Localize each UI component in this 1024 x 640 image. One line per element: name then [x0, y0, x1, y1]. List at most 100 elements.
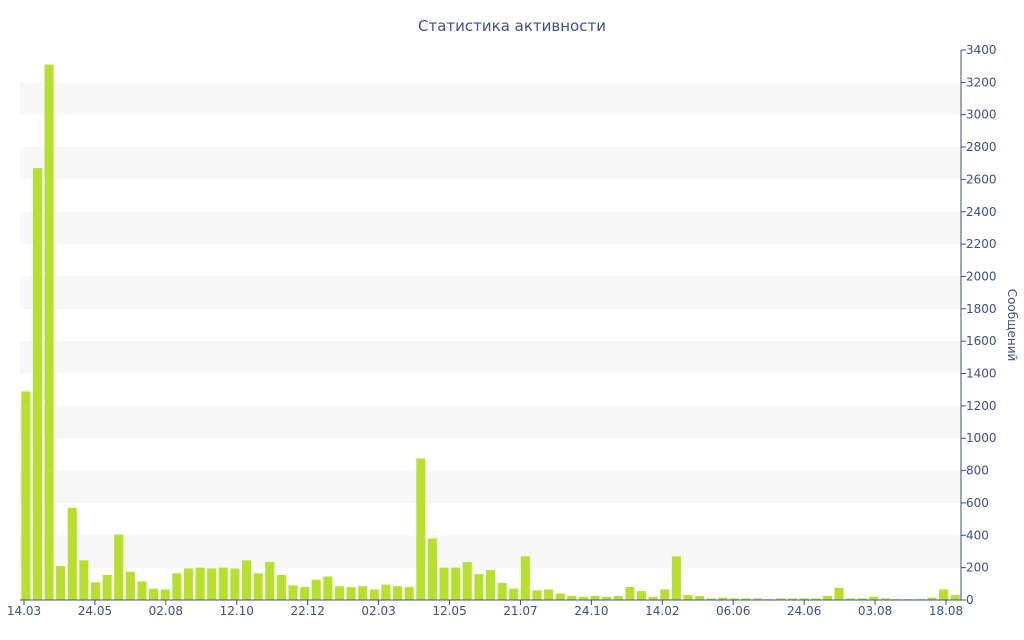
background-bands: [20, 82, 961, 568]
bar: [683, 595, 693, 600]
bar: [671, 556, 681, 600]
bar: [207, 568, 217, 600]
bar: [253, 573, 263, 600]
bar: [497, 583, 507, 600]
grid-band: [20, 82, 961, 115]
bar: [393, 586, 403, 600]
bar: [880, 598, 891, 600]
bar: [195, 567, 205, 600]
x-tick-label: 02.08: [149, 604, 183, 618]
bar: [346, 587, 356, 600]
grid-band: [20, 147, 961, 180]
bar: [741, 598, 751, 600]
bar: [102, 574, 112, 600]
bar: [822, 595, 832, 600]
bar: [32, 168, 42, 600]
bar: [114, 534, 124, 600]
x-tick-label: 12.05: [432, 604, 466, 618]
y-tick-label: 2000: [966, 269, 997, 283]
bar: [857, 598, 867, 600]
bar: [706, 598, 716, 600]
y-tick-label: 2200: [966, 237, 997, 251]
y-tick-label: 2600: [966, 172, 997, 186]
bar: [323, 576, 333, 600]
bar: [242, 560, 252, 600]
bar: [625, 587, 635, 600]
bar: [300, 587, 310, 600]
y-tick-label: 3400: [966, 43, 997, 57]
y-tick-label: 800: [966, 464, 989, 478]
bar: [846, 598, 856, 600]
bar: [520, 556, 530, 600]
bar: [358, 586, 368, 600]
bar: [149, 588, 159, 600]
bar: [532, 590, 542, 600]
x-tick-label: 06.06: [716, 604, 750, 618]
bar: [718, 597, 728, 600]
bar: [578, 596, 588, 600]
bar: [160, 589, 170, 600]
x-tick-label: 02.03: [361, 604, 395, 618]
y-tick-label: 3200: [966, 75, 997, 89]
y-tick-label: 1800: [966, 302, 997, 316]
y-tick-label: 1400: [966, 367, 997, 381]
y-tick-label: 600: [966, 496, 989, 510]
x-tick-label: 12.10: [220, 604, 254, 618]
bar: [416, 458, 426, 600]
x-tick-label: 14.02: [645, 604, 679, 618]
bar: [90, 582, 101, 600]
x-tick-label: 14.03: [7, 604, 41, 618]
grid-band: [20, 276, 961, 309]
bar: [729, 598, 739, 600]
x-tick-label: 24.06: [787, 604, 821, 618]
bar: [288, 585, 298, 600]
bar: [788, 598, 798, 600]
bar: [555, 593, 565, 600]
y-tick-label: 200: [966, 561, 989, 575]
bar: [21, 391, 31, 600]
bar: [927, 597, 937, 600]
bar: [811, 598, 821, 600]
bar: [602, 596, 612, 600]
bar: [381, 584, 391, 600]
bar: [776, 598, 786, 600]
x-axis-ticks: 14.03 24.05 02.08 12.10 22.12 02.03 12.05 21.07…: [7, 600, 963, 618]
bar: [451, 567, 461, 600]
bar: [509, 588, 519, 600]
bar: [869, 596, 879, 600]
bar: [183, 568, 193, 600]
bar: [125, 571, 135, 600]
grid-band: [20, 211, 961, 245]
x-tick-label: 18.08: [929, 604, 963, 618]
bar: [799, 598, 809, 600]
bar: [753, 598, 763, 600]
x-tick-label: 22.12: [291, 604, 325, 618]
y-axis-label: Сообщений: [1005, 289, 1019, 362]
x-tick-label: 24.10: [574, 604, 608, 618]
bar: [462, 561, 472, 600]
bar: [137, 581, 147, 600]
bar: [427, 538, 437, 600]
x-tick-label: 24.05: [78, 604, 112, 618]
y-tick-label: 1000: [966, 431, 997, 445]
bar: [311, 579, 321, 600]
grid-band: [20, 405, 961, 439]
bar: [67, 507, 77, 600]
bar: [834, 587, 844, 600]
bar: [950, 595, 960, 600]
bar: [567, 595, 577, 600]
x-tick-label: 21.07: [503, 604, 537, 618]
y-tick-label: 1600: [966, 334, 997, 348]
bar: [939, 589, 949, 600]
bar: [695, 595, 705, 600]
bar: [79, 560, 89, 600]
bar: [404, 587, 414, 600]
bar: [439, 567, 449, 600]
y-tick-label: 2800: [966, 140, 997, 154]
bar: [474, 574, 484, 600]
bar: [44, 64, 54, 600]
y-tick-label: 1200: [966, 399, 997, 413]
bar: [544, 589, 554, 600]
bar: [56, 566, 66, 600]
